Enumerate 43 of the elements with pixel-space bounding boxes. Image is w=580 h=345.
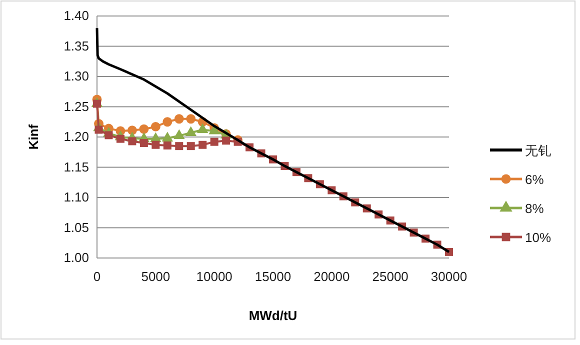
point <box>150 122 160 132</box>
legend-label: 10% <box>525 230 552 245</box>
x-tick-label: 25000 <box>372 269 408 284</box>
point <box>127 126 137 136</box>
point <box>104 131 113 140</box>
y-tick-label: 1.35 <box>64 38 89 54</box>
x-axis-title: MWd/tU <box>248 308 298 323</box>
point <box>128 137 136 146</box>
point <box>140 139 148 148</box>
point <box>93 100 101 108</box>
legend-label: 8% <box>525 201 544 216</box>
x-tick-label: 30000 <box>430 269 468 284</box>
y-tick-label: 1.30 <box>64 68 89 84</box>
point <box>175 142 184 150</box>
y-tick-label: 1.05 <box>64 220 89 235</box>
point <box>163 141 172 150</box>
y-tick-label: 1.20 <box>64 129 89 144</box>
x-tick-label: 20000 <box>314 269 350 284</box>
point <box>139 124 149 134</box>
point <box>186 114 196 124</box>
point <box>162 117 172 127</box>
y-tick-label: 1.25 <box>64 98 89 114</box>
x-tick-label: 0 <box>93 269 101 284</box>
point <box>94 126 103 134</box>
point <box>185 126 196 136</box>
point <box>222 136 230 145</box>
point <box>186 142 195 150</box>
point <box>210 138 218 146</box>
y-axis-title: Kinf <box>26 124 41 150</box>
legend-label: 无钆 <box>525 143 551 158</box>
y-tick-label: 1.15 <box>64 159 89 174</box>
point <box>174 114 184 124</box>
legend-label: 6% <box>525 172 544 187</box>
point <box>174 129 185 140</box>
y-tick-label: 1.40 <box>64 8 89 24</box>
x-tick-label: 5000 <box>141 269 170 284</box>
y-tick-label: 1.00 <box>64 250 89 266</box>
point <box>116 134 124 143</box>
x-tick-label: 15000 <box>254 269 292 284</box>
y-tick-label: 1.10 <box>64 190 89 205</box>
point <box>198 140 207 149</box>
point <box>152 140 160 149</box>
x-tick-label: 10000 <box>196 269 232 284</box>
